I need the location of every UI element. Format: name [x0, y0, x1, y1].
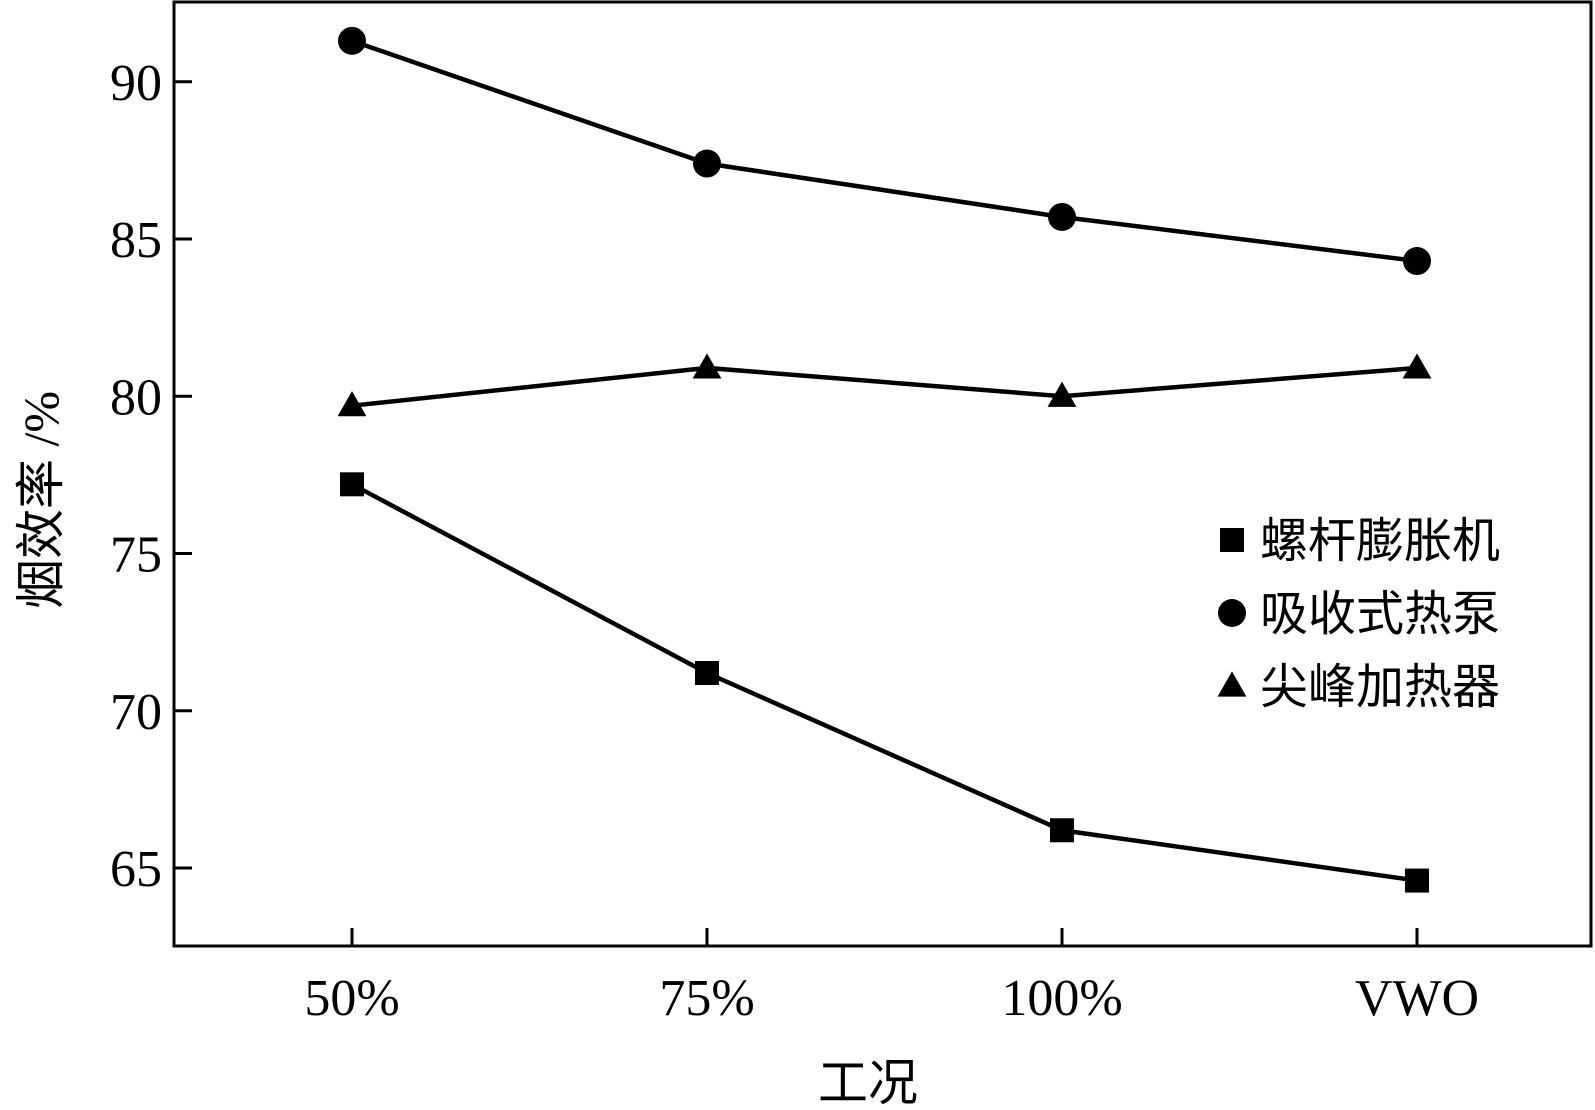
x-axis-ticks: 50% 75% 100% VWO — [304, 928, 1479, 1027]
triangle-marker — [692, 353, 722, 379]
triangle-marker — [337, 391, 367, 417]
series-triangle — [337, 353, 1432, 417]
circle-marker — [1403, 247, 1431, 276]
square-marker — [1220, 528, 1244, 552]
x-tick-label: 100% — [1001, 970, 1122, 1027]
square-marker — [695, 661, 719, 686]
square-marker — [1405, 868, 1429, 893]
x-tick-label: 75% — [659, 970, 754, 1027]
triangle-marker — [1047, 381, 1077, 407]
circle-marker — [1048, 202, 1076, 231]
series-line — [351, 365, 1418, 408]
series-circle — [338, 26, 1431, 276]
y-tick-label: 90 — [110, 55, 162, 112]
triangle-marker — [1217, 671, 1247, 697]
y-tick-label: 85 — [110, 212, 162, 269]
y-tick-label: 70 — [110, 684, 162, 741]
circle-marker — [338, 26, 366, 55]
x-axis-title: 工况 — [818, 1055, 918, 1110]
series-line — [351, 38, 1418, 264]
y-axis-title: 烟效率 /% — [13, 391, 69, 609]
triangle-marker — [1402, 353, 1432, 379]
x-tick-label: VWO — [1355, 970, 1479, 1027]
series-square — [340, 472, 1429, 893]
y-axis-ticks: 65 70 75 80 85 90 — [110, 55, 192, 898]
y-tick-label: 75 — [110, 527, 162, 584]
x-tick-label: 50% — [304, 970, 399, 1027]
y-tick-label: 65 — [110, 841, 162, 898]
circle-marker — [693, 149, 721, 178]
legend-label: 螺杆膨胀机 — [1260, 515, 1500, 568]
legend-label: 吸收式热泵 — [1260, 588, 1500, 641]
y-tick-label: 80 — [110, 369, 162, 426]
circle-marker — [1218, 599, 1246, 627]
series-layer — [337, 26, 1432, 893]
square-marker — [340, 472, 364, 497]
legend-label: 尖峰加热器 — [1260, 661, 1500, 714]
square-marker — [1050, 818, 1074, 843]
plot-frame — [172, 0, 1593, 948]
series-line — [350, 482, 1418, 883]
